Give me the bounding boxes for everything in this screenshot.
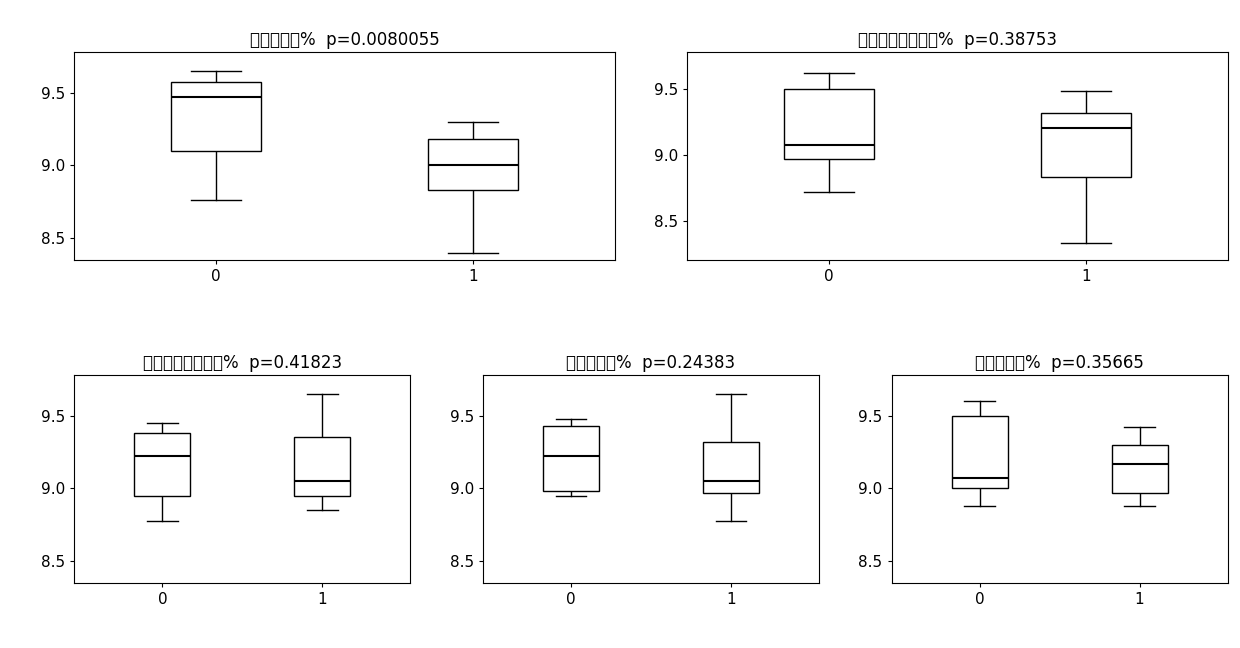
Bar xyxy=(1042,113,1131,177)
Title: 钒离子含量%  p=0.24383: 钒离子含量% p=0.24383 xyxy=(567,354,735,372)
Bar xyxy=(1111,445,1168,493)
Bar xyxy=(134,433,191,496)
Bar xyxy=(428,139,518,191)
Bar xyxy=(543,426,599,491)
Title: 苹果酸根离子含量%  p=0.41823: 苹果酸根离子含量% p=0.41823 xyxy=(143,354,342,372)
Title: 钓离子含量%  p=0.35665: 钓离子含量% p=0.35665 xyxy=(975,354,1145,372)
Title: 助燃剂含量%  p=0.0080055: 助燃剂含量% p=0.0080055 xyxy=(249,31,439,49)
Bar xyxy=(951,415,1008,489)
Bar xyxy=(784,89,874,159)
Bar xyxy=(294,437,351,496)
Title: 柠檬酸根离子含量%  p=0.38753: 柠檬酸根离子含量% p=0.38753 xyxy=(858,31,1056,49)
Bar xyxy=(703,442,759,493)
Bar xyxy=(171,82,260,151)
